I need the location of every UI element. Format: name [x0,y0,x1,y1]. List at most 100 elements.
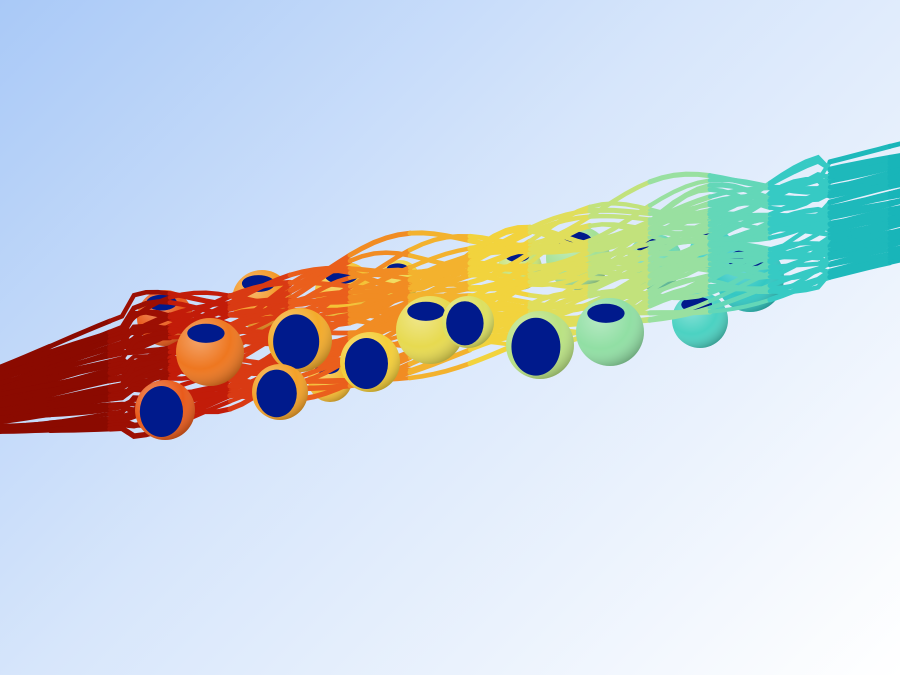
streamline-segment [827,251,893,268]
streamline-segment [827,221,893,241]
streamline-segment [827,216,893,234]
streamline-segment [467,263,533,278]
streamline-segment [347,267,413,289]
obstacle-sphere [268,308,332,372]
streamline-segment [887,189,900,197]
streamline-segment [827,176,893,196]
streamline-segment [107,289,173,324]
streamline-segment [0,357,53,378]
streamline-segment [767,191,833,217]
streamline-segment [887,214,900,222]
streamline-segment [707,215,773,241]
streamline-segment [707,186,773,199]
streamline-segment [407,230,473,244]
streamline-segment [887,193,900,200]
streamline-segment [167,301,233,318]
streamline-segment [827,143,893,165]
streamline-segment [587,218,653,245]
streamline-segment [707,264,773,278]
streamline-segment [707,194,773,206]
streamline-segment [647,276,713,300]
streamline-segment [587,230,653,253]
streamline-segment [107,314,173,356]
streamline-segment [707,270,773,304]
streamline-segment [887,227,900,236]
streamline-segment [647,230,713,240]
streamline-segment [647,242,713,273]
streamline-segment [827,161,893,180]
streamline-segment [587,207,653,217]
streamline-segment [47,384,113,403]
streamline-segment [887,222,900,230]
streamline-segment [47,426,113,434]
streamline-segment [767,266,833,289]
streamline-segment [527,303,593,312]
streamline-segment [707,250,773,262]
streamline-segment [827,211,893,227]
streamline-segment [647,283,713,305]
obstacle-sphere [506,311,574,379]
streamline-segment [887,167,900,175]
streamline-segment [107,359,173,393]
streamline-segment [707,246,773,255]
streamline-segment [47,363,113,382]
streamline-segment [527,208,593,231]
streamline-segment [827,154,893,172]
streamline-segment [707,283,773,311]
streamline-segment [0,361,53,382]
streamline-segment [767,158,833,187]
streamline-segment [827,243,893,261]
streamline-segment [467,272,533,283]
streamline-segment [887,219,900,226]
streamline-segment [647,239,713,256]
streamline-segment [647,202,713,226]
streamline-segment [407,246,473,270]
streamline-segment [827,259,893,280]
streamline-segment [767,254,833,275]
streamline-segment [887,161,900,169]
streamline-segment [47,338,113,363]
streamline-segment [827,174,893,190]
streamline-segment [887,209,900,216]
streamline-segment [47,346,113,371]
streamline-segment [227,279,293,299]
streamline-segment [47,370,113,388]
streamline-segment [887,205,900,212]
streamline-segment [287,280,353,289]
streamline-segment [827,230,893,249]
streamline-segment [707,297,773,314]
streamline-segment [47,393,113,408]
streamline-segment [167,293,233,330]
streamline-segment [527,266,593,280]
streamline-segment [587,288,653,299]
streamline-segment [407,361,473,381]
streamline-segment [647,171,713,185]
streamline-segment [0,365,53,388]
streamline-segment [647,178,713,208]
streamline-segment [647,309,713,316]
streamline-segment [407,233,473,253]
streamline-segment [887,153,900,160]
streamline-segment [887,181,900,189]
streamline-segment [767,154,833,186]
streamline-segment [767,244,833,265]
streamline-segment [47,415,113,428]
streamline-segment [587,256,653,279]
streamline-segment [347,272,413,282]
streamline-segment [887,173,900,182]
streamline-segment [647,194,713,224]
streamline-segment [527,244,593,255]
streamline-segment [47,353,113,375]
streamline-segment [347,304,413,341]
streamline-segment [0,382,53,397]
obstacle-sphere [672,292,728,348]
streamline-segment [467,228,533,259]
streamline-segment [707,197,773,215]
streamline-segment [527,289,593,307]
streamline-segment [827,224,893,245]
streamline-segment [887,233,900,242]
streamline-segment [0,388,53,406]
streamline-segment [0,343,53,371]
